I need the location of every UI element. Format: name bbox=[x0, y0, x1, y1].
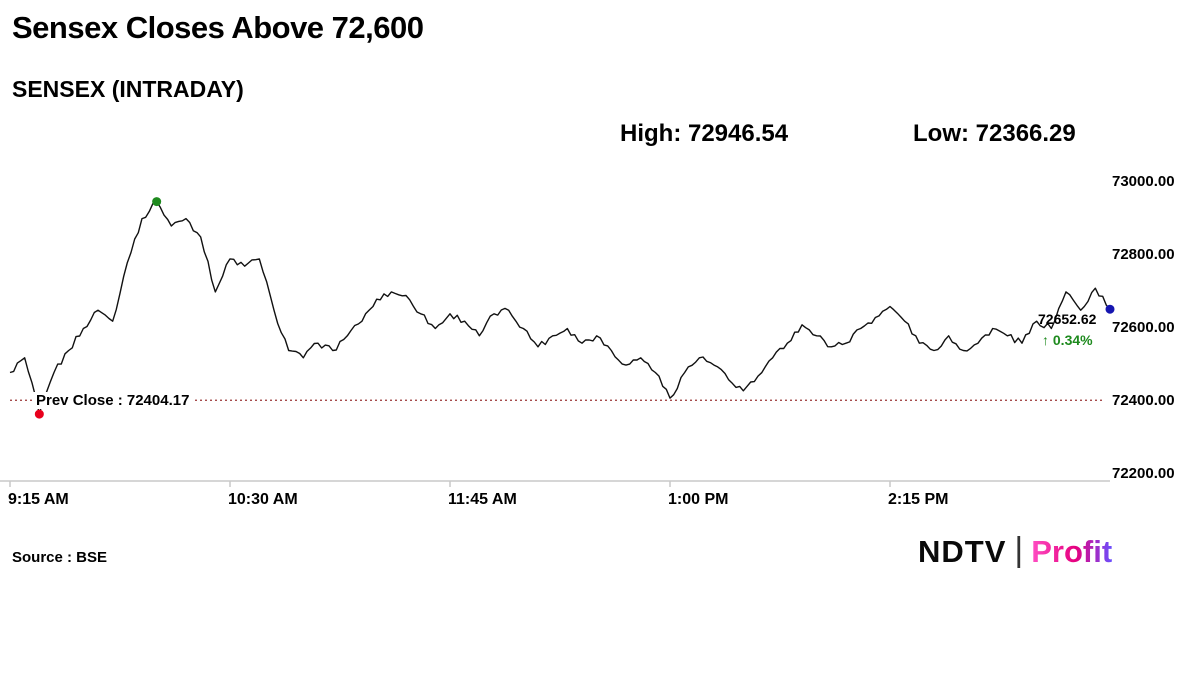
y-tick-label: 72600.00 bbox=[1112, 319, 1175, 336]
x-tick-label: 2:15 PM bbox=[888, 491, 949, 508]
high-value-label: High: 72946.54 bbox=[620, 120, 789, 147]
x-tick-label: 10:30 AM bbox=[228, 491, 298, 508]
intraday-line-chart bbox=[0, 197, 1115, 487]
logo-separator: | bbox=[1014, 531, 1024, 569]
x-tick-label: 9:15 AM bbox=[8, 491, 69, 508]
page-title: Sensex Closes Above 72,600 bbox=[12, 10, 424, 45]
y-tick-label: 72200.00 bbox=[1112, 465, 1175, 482]
source-attribution: Source : BSE bbox=[12, 549, 108, 566]
ndtv-logo-text: NDTV bbox=[918, 534, 1007, 569]
y-tick-label: 72800.00 bbox=[1112, 246, 1175, 263]
change-percent-label: ↑ 0.34% bbox=[1042, 332, 1093, 348]
profit-logo-text: Profit bbox=[1031, 534, 1113, 569]
x-tick-label: 1:00 PM bbox=[668, 491, 729, 508]
low-value-label: Low: 72366.29 bbox=[913, 120, 1076, 147]
chart-subtitle: SENSEX (INTRADAY) bbox=[12, 76, 244, 102]
y-tick-label: 72400.00 bbox=[1112, 392, 1175, 409]
x-tick-label: 11:45 AM bbox=[448, 491, 517, 508]
prev-close-label: Prev Close : 72404.17 bbox=[33, 392, 193, 409]
y-tick-label: 73000.00 bbox=[1112, 173, 1175, 190]
ndtv-profit-logo: NDTV | Profit bbox=[918, 531, 1113, 570]
last-price-label: 72652.62 bbox=[1038, 311, 1097, 327]
